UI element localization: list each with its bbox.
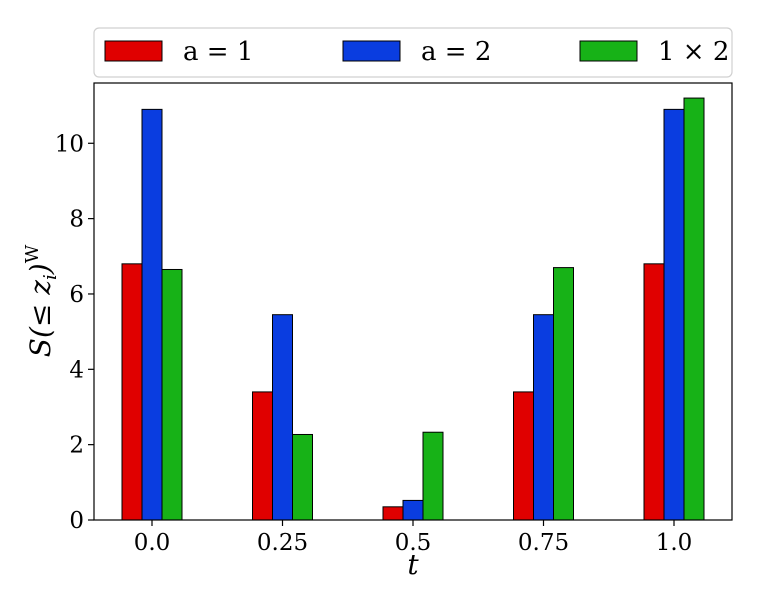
- x-axis-label: t: [407, 548, 419, 581]
- legend-label-1: a = 1: [183, 37, 253, 67]
- legend-label-3: 1 × 2: [658, 37, 729, 67]
- bar-2-0.25: [272, 314, 293, 521]
- y-tick-label: 8: [69, 207, 84, 233]
- legend-frame: [93, 27, 733, 78]
- x-tick-label: 0.25: [257, 530, 308, 556]
- bar-1-0.0: [121, 263, 143, 521]
- bar-1-0.75: [513, 391, 534, 521]
- bar-2-1.0: [663, 108, 685, 521]
- y-tick-label: 2: [69, 433, 84, 459]
- bar-3-0.25: [292, 433, 313, 521]
- x-tick-label: 0.75: [518, 530, 569, 556]
- x-tick-label: 0.5: [395, 530, 432, 556]
- x-axis: 0.0 0.25 0.5 0.75 1.0: [134, 520, 693, 556]
- bar-3-0.0: [161, 268, 183, 521]
- y-tick-label: 6: [69, 282, 84, 308]
- bar-2-0.5: [402, 499, 424, 521]
- legend: a = 1 a = 2 1 × 2: [93, 27, 733, 78]
- legend-swatch-3: [579, 40, 638, 62]
- plot-area: [121, 97, 705, 521]
- bar-2-0.0: [141, 108, 163, 521]
- y-axis-label: S(≤ zi)W: [22, 244, 61, 357]
- x-tick-label: 1.0: [656, 530, 693, 556]
- plot-frame: [93, 82, 733, 521]
- y-tick-label: 4: [69, 357, 84, 383]
- bar-1-1.0: [643, 263, 665, 521]
- bar-3-0.75: [553, 267, 574, 521]
- bar-3-0.5: [422, 431, 444, 521]
- y-axis: 0 2 4 6 8 10: [55, 131, 94, 534]
- bar-3-1.0: [683, 97, 705, 521]
- x-tick-label: 0.0: [134, 530, 171, 556]
- y-tick-label: 10: [55, 131, 84, 157]
- y-tick-label: 0: [69, 508, 84, 534]
- bar-1-0.5: [382, 506, 404, 521]
- bar-1-0.25: [252, 391, 273, 521]
- bar-2-0.75: [533, 314, 554, 521]
- legend-swatch-2: [342, 40, 401, 62]
- legend-swatch-1: [104, 40, 163, 62]
- legend-label-2: a = 2: [421, 37, 491, 67]
